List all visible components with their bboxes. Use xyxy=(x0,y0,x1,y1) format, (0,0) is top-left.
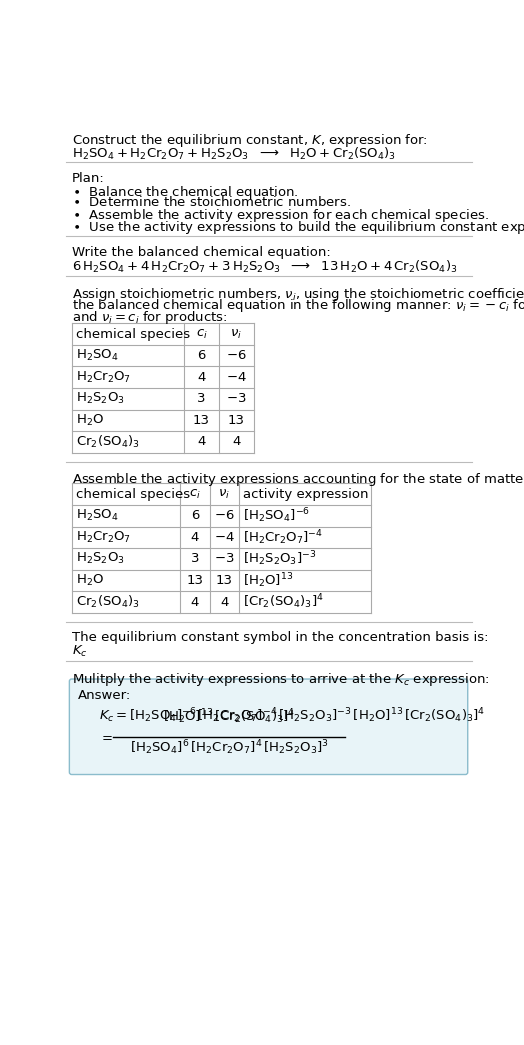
Text: 13: 13 xyxy=(193,414,210,426)
Text: $\mathrm{H_2S_2O_3}$: $\mathrm{H_2S_2O_3}$ xyxy=(75,552,124,566)
Text: $K_c$: $K_c$ xyxy=(72,645,88,659)
Text: 4: 4 xyxy=(198,371,206,384)
Text: $-3$: $-3$ xyxy=(214,553,235,565)
Text: Answer:: Answer: xyxy=(78,689,131,702)
Text: $\mathrm{H_2SO_4}$: $\mathrm{H_2SO_4}$ xyxy=(75,348,118,364)
Text: $\bullet$  Balance the chemical equation.: $\bullet$ Balance the chemical equation. xyxy=(72,184,298,201)
Text: $c_i$: $c_i$ xyxy=(195,327,208,341)
Text: $\mathrm{Cr_2(SO_4)_3}$: $\mathrm{Cr_2(SO_4)_3}$ xyxy=(75,434,139,450)
Text: $\nu_i$: $\nu_i$ xyxy=(219,488,231,501)
Text: 4: 4 xyxy=(191,596,199,608)
Text: $=$: $=$ xyxy=(99,730,113,743)
Text: $[\mathrm{H_2SO_4}]^{6}\,[\mathrm{H_2Cr_2O_7}]^{4}\,[\mathrm{H_2S_2O_3}]^{3}$: $[\mathrm{H_2SO_4}]^{6}\,[\mathrm{H_2Cr_… xyxy=(129,739,329,757)
Text: Assemble the activity expressions accounting for the state of matter and $\nu_i$: Assemble the activity expressions accoun… xyxy=(72,471,524,488)
Text: 4: 4 xyxy=(198,436,206,448)
Text: $\mathrm{H_2O}$: $\mathrm{H_2O}$ xyxy=(75,413,104,427)
Text: and $\nu_i = c_i$ for products:: and $\nu_i = c_i$ for products: xyxy=(72,308,227,326)
Text: The equilibrium constant symbol in the concentration basis is:: The equilibrium constant symbol in the c… xyxy=(72,631,488,645)
Text: $\mathrm{H_2SO_4}$: $\mathrm{H_2SO_4}$ xyxy=(75,508,118,524)
Text: $K_c = [\mathrm{H_2SO_4}]^{-6}\,[\mathrm{H_2Cr_2O_7}]^{-4}\,[\mathrm{H_2S_2O_3}]: $K_c = [\mathrm{H_2SO_4}]^{-6}\,[\mathrm… xyxy=(99,706,485,724)
Text: $\mathrm{H_2S_2O_3}$: $\mathrm{H_2S_2O_3}$ xyxy=(75,391,124,407)
Text: 6: 6 xyxy=(198,349,206,363)
Text: 3: 3 xyxy=(197,392,206,405)
Text: $[\mathrm{H_2S_2O_3}]^{-3}$: $[\mathrm{H_2S_2O_3}]^{-3}$ xyxy=(243,550,316,568)
Text: 4: 4 xyxy=(191,531,199,543)
FancyBboxPatch shape xyxy=(69,679,468,774)
Text: 13: 13 xyxy=(216,574,233,587)
Text: 13: 13 xyxy=(228,414,245,426)
Text: the balanced chemical equation in the following manner: $\nu_i = -c_i$ for react: the balanced chemical equation in the fo… xyxy=(72,297,524,315)
Text: $-6$: $-6$ xyxy=(214,509,235,522)
Text: $\mathrm{H_2SO_4 + H_2Cr_2O_7 + H_2S_2O_3}$  $\longrightarrow$  $\mathrm{H_2O + : $\mathrm{H_2SO_4 + H_2Cr_2O_7 + H_2S_2O_… xyxy=(72,145,396,162)
Text: activity expression: activity expression xyxy=(243,488,368,501)
Text: $\nu_i$: $\nu_i$ xyxy=(231,327,243,341)
Text: $[\mathrm{H_2O}]^{13}\,[\mathrm{Cr_2(SO_4)_3}]^{4}$: $[\mathrm{H_2O}]^{13}\,[\mathrm{Cr_2(SO_… xyxy=(163,707,295,726)
Text: 4: 4 xyxy=(220,596,228,608)
Text: Construct the equilibrium constant, $K$, expression for:: Construct the equilibrium constant, $K$,… xyxy=(72,132,428,148)
Text: chemical species: chemical species xyxy=(75,488,190,501)
Text: $-3$: $-3$ xyxy=(226,392,247,405)
Text: $[\mathrm{Cr_2(SO_4)_3}]^{4}$: $[\mathrm{Cr_2(SO_4)_3}]^{4}$ xyxy=(243,593,324,611)
Text: $-6$: $-6$ xyxy=(226,349,247,363)
Text: 13: 13 xyxy=(187,574,203,587)
Text: $\bullet$  Assemble the activity expression for each chemical species.: $\bullet$ Assemble the activity expressi… xyxy=(72,207,488,224)
Text: $\mathrm{Cr_2(SO_4)_3}$: $\mathrm{Cr_2(SO_4)_3}$ xyxy=(75,594,139,610)
Text: chemical species: chemical species xyxy=(75,327,190,341)
Text: 6: 6 xyxy=(191,509,199,522)
Text: $[\mathrm{H_2SO_4}]^{-6}$: $[\mathrm{H_2SO_4}]^{-6}$ xyxy=(243,507,310,526)
Text: $\mathrm{H_2Cr_2O_7}$: $\mathrm{H_2Cr_2O_7}$ xyxy=(75,370,130,385)
Text: 4: 4 xyxy=(232,436,241,448)
Text: 3: 3 xyxy=(191,553,199,565)
Text: $\mathrm{H_2O}$: $\mathrm{H_2O}$ xyxy=(75,573,104,588)
Text: $-4$: $-4$ xyxy=(226,371,247,384)
Text: $[\mathrm{H_2O}]^{13}$: $[\mathrm{H_2O}]^{13}$ xyxy=(243,572,293,589)
Text: Write the balanced chemical equation:: Write the balanced chemical equation: xyxy=(72,246,331,258)
Text: $[\mathrm{H_2Cr_2O_7}]^{-4}$: $[\mathrm{H_2Cr_2O_7}]^{-4}$ xyxy=(243,528,323,547)
Text: $\bullet$  Use the activity expressions to build the equilibrium constant expres: $\bullet$ Use the activity expressions t… xyxy=(72,218,524,235)
Text: $\bullet$  Determine the stoichiometric numbers.: $\bullet$ Determine the stoichiometric n… xyxy=(72,195,351,209)
Text: Mulitply the activity expressions to arrive at the $K_c$ expression:: Mulitply the activity expressions to arr… xyxy=(72,671,489,688)
Text: Plan:: Plan: xyxy=(72,171,104,185)
Text: $6\,\mathrm{H_2SO_4 + 4\,H_2Cr_2O_7 + 3\,H_2S_2O_3}$  $\longrightarrow$  $13\,\m: $6\,\mathrm{H_2SO_4 + 4\,H_2Cr_2O_7 + 3\… xyxy=(72,259,457,276)
Text: $\mathrm{H_2Cr_2O_7}$: $\mathrm{H_2Cr_2O_7}$ xyxy=(75,530,130,544)
Text: $-4$: $-4$ xyxy=(214,531,235,543)
Text: $c_i$: $c_i$ xyxy=(189,488,201,501)
Text: Assign stoichiometric numbers, $\nu_i$, using the stoichiometric coefficients, $: Assign stoichiometric numbers, $\nu_i$, … xyxy=(72,285,524,303)
